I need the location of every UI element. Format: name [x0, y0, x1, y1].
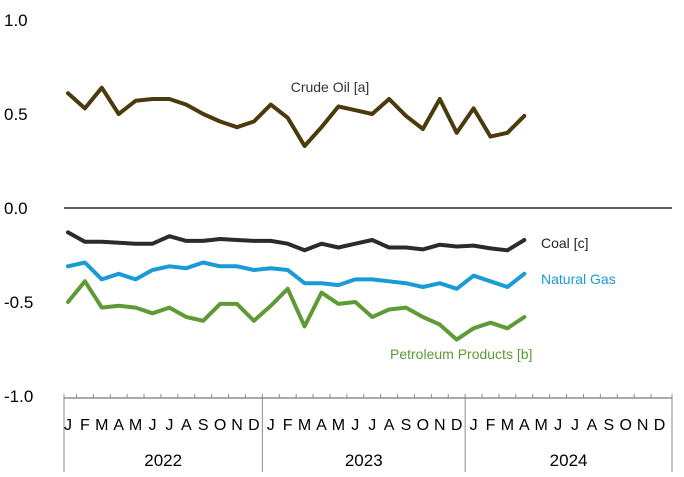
y-tick-label: -0.5	[4, 293, 33, 312]
coal-line	[66, 230, 527, 253]
x-tick-label: S	[401, 417, 412, 434]
x-tick-label: O	[417, 417, 429, 434]
y-tick-label: 0.5	[4, 105, 28, 124]
x-tick-label: J	[554, 417, 562, 434]
x-tick-label: A	[587, 417, 598, 434]
x-tick-label: J	[368, 417, 376, 434]
x-tick-label: J	[351, 417, 359, 434]
x-tick-label: A	[384, 417, 395, 434]
x-tick-label: M	[298, 417, 311, 434]
x-tick-label: D	[248, 417, 260, 434]
x-tick-label: A	[519, 417, 530, 434]
petroleum-products-label: Petroleum Products [b]	[390, 346, 532, 362]
series-layer	[66, 85, 527, 342]
year-label: 2022	[144, 451, 182, 470]
y-tick-label: -1.0	[4, 387, 33, 406]
crude-oil-line	[66, 85, 527, 148]
x-tick-label: J	[267, 417, 275, 434]
natural-gas-line	[66, 260, 527, 291]
x-tick-label: J	[165, 417, 173, 434]
coal-label: Coal [c]	[541, 235, 588, 251]
natural-gas-label: Natural Gas	[541, 271, 616, 287]
x-tick-label: S	[603, 417, 614, 434]
x-tick-label: S	[198, 417, 209, 434]
x-tick-label: O	[619, 417, 631, 434]
series-labels-layer: Crude Oil [a] Coal [c] Natural Gas Petroleu…	[291, 79, 616, 362]
x-tick-label: J	[470, 417, 478, 434]
x-tick-label: N	[637, 417, 649, 434]
crude-oil-label: Crude Oil [a]	[291, 79, 370, 95]
year-label: 2023	[345, 451, 383, 470]
y-tick-label: 0.0	[4, 199, 28, 218]
x-tick-label: M	[501, 417, 514, 434]
x-tick-label: F	[283, 417, 293, 434]
x-tick-label: F	[80, 417, 90, 434]
x-tick-label: J	[149, 417, 157, 434]
x-tick-label: M	[332, 417, 345, 434]
x-tick-label: O	[214, 417, 226, 434]
x-tick-label: M	[535, 417, 548, 434]
x-tick-label: J	[571, 417, 579, 434]
x-tick-label: J	[64, 417, 72, 434]
x-tick-label: M	[129, 417, 142, 434]
x-tick-label: F	[486, 417, 496, 434]
x-tick-label: M	[95, 417, 108, 434]
x-tick-label: N	[434, 417, 446, 434]
y-tick-label: 1.0	[4, 11, 28, 30]
x-tick-label: D	[654, 417, 666, 434]
year-label: 2024	[550, 451, 588, 470]
x-tick-label: D	[451, 417, 463, 434]
axes-layer: 1.00.50.0-0.5-1.0J F M A M J J A S O N D J F M A M J J A S O N…	[4, 11, 673, 472]
petroleum-products-line	[66, 279, 527, 342]
x-tick-label: A	[181, 417, 192, 434]
x-tick-label: A	[113, 417, 124, 434]
x-tick-label: A	[316, 417, 327, 434]
x-tick-label: N	[231, 417, 243, 434]
